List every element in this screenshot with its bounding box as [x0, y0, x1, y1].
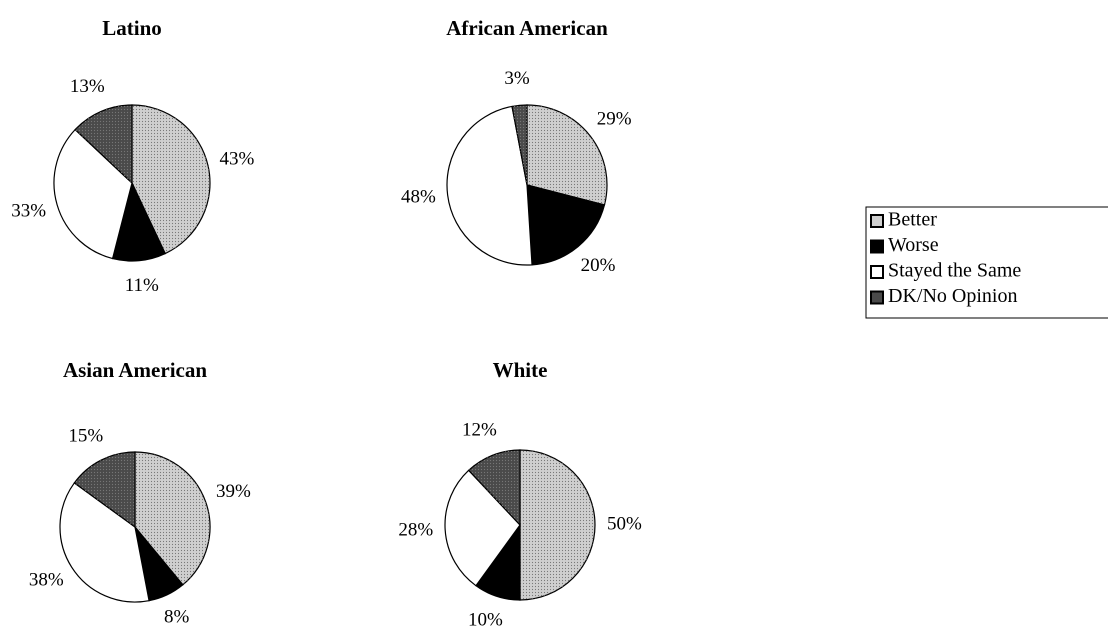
slice-label: 48% — [401, 187, 436, 208]
slice-label: 3% — [504, 68, 530, 89]
legend-box — [865, 206, 1108, 319]
pie-slice — [444, 469, 521, 587]
slice-texture — [132, 105, 210, 254]
pie-slice — [526, 184, 606, 266]
slice-texture — [512, 105, 527, 185]
legend-label: DK/No Opinion — [888, 285, 1017, 307]
pie-slice — [446, 105, 533, 266]
slice-label: 29% — [597, 108, 632, 129]
slice-label: 11% — [125, 275, 159, 296]
pie-title: Latino — [102, 16, 162, 40]
slice-texture — [527, 105, 607, 205]
legend-swatch — [870, 214, 884, 228]
pie-title: White — [493, 358, 548, 382]
pie-title: African American — [446, 16, 608, 40]
slice-label: 43% — [219, 149, 254, 170]
slice-label: 28% — [398, 520, 433, 541]
pie-slice — [53, 128, 133, 260]
legend-label: Stayed the Same — [888, 260, 1021, 282]
slice-label: 10% — [468, 609, 503, 627]
legend-swatch — [870, 265, 884, 279]
slice-label: 20% — [581, 255, 616, 276]
slice-texture — [74, 452, 135, 527]
slice-label: 8% — [164, 607, 190, 627]
legend-swatch — [870, 239, 884, 254]
slice-texture — [520, 450, 595, 600]
slice-label: 15% — [68, 425, 103, 446]
pie-title: Asian American — [63, 358, 207, 382]
legend-label: Better — [888, 209, 937, 231]
legend-label: Worse — [888, 234, 939, 256]
legend-swatch — [870, 290, 884, 305]
slice-texture — [135, 452, 210, 585]
slice-label: 50% — [607, 513, 642, 534]
slice-label: 33% — [11, 200, 46, 221]
pie-slice — [59, 482, 150, 603]
slice-label: 12% — [462, 419, 497, 440]
slice-label: 39% — [216, 481, 251, 502]
slice-label: 13% — [70, 76, 105, 97]
slice-label: 38% — [29, 569, 64, 590]
slice-texture — [468, 450, 520, 525]
slice-texture — [75, 105, 132, 183]
